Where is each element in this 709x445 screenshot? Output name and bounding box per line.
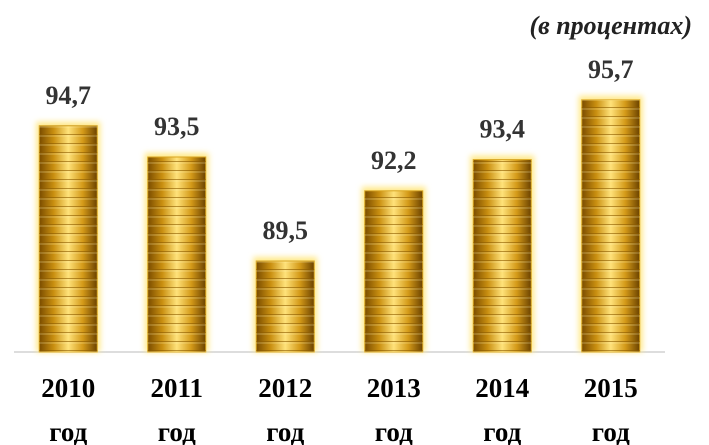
- bar-coins: [256, 261, 315, 352]
- value-label: 94,7: [46, 81, 92, 110]
- subtitle: (в процентах): [529, 11, 692, 40]
- x-tick-label: 2013 год: [366, 373, 421, 445]
- bar-coins: [581, 99, 640, 352]
- x-tick-label: 2012 год: [258, 373, 313, 445]
- value-label: 95,7: [588, 55, 634, 84]
- value-label: 93,5: [154, 112, 200, 141]
- x-tick-label: 2011 год: [150, 373, 203, 445]
- x-tick-label: 2015 год: [583, 373, 638, 445]
- bar-coins: [147, 157, 206, 352]
- bar-coins: [39, 125, 98, 352]
- x-tick-label: 2014 год: [475, 373, 530, 445]
- bar-coins: [364, 190, 423, 352]
- value-label: 92,2: [371, 146, 417, 175]
- value-label: 93,4: [480, 115, 526, 144]
- value-label: 89,5: [263, 216, 309, 245]
- x-tick-label: 2010 год: [41, 373, 96, 445]
- bar-coins: [473, 159, 532, 352]
